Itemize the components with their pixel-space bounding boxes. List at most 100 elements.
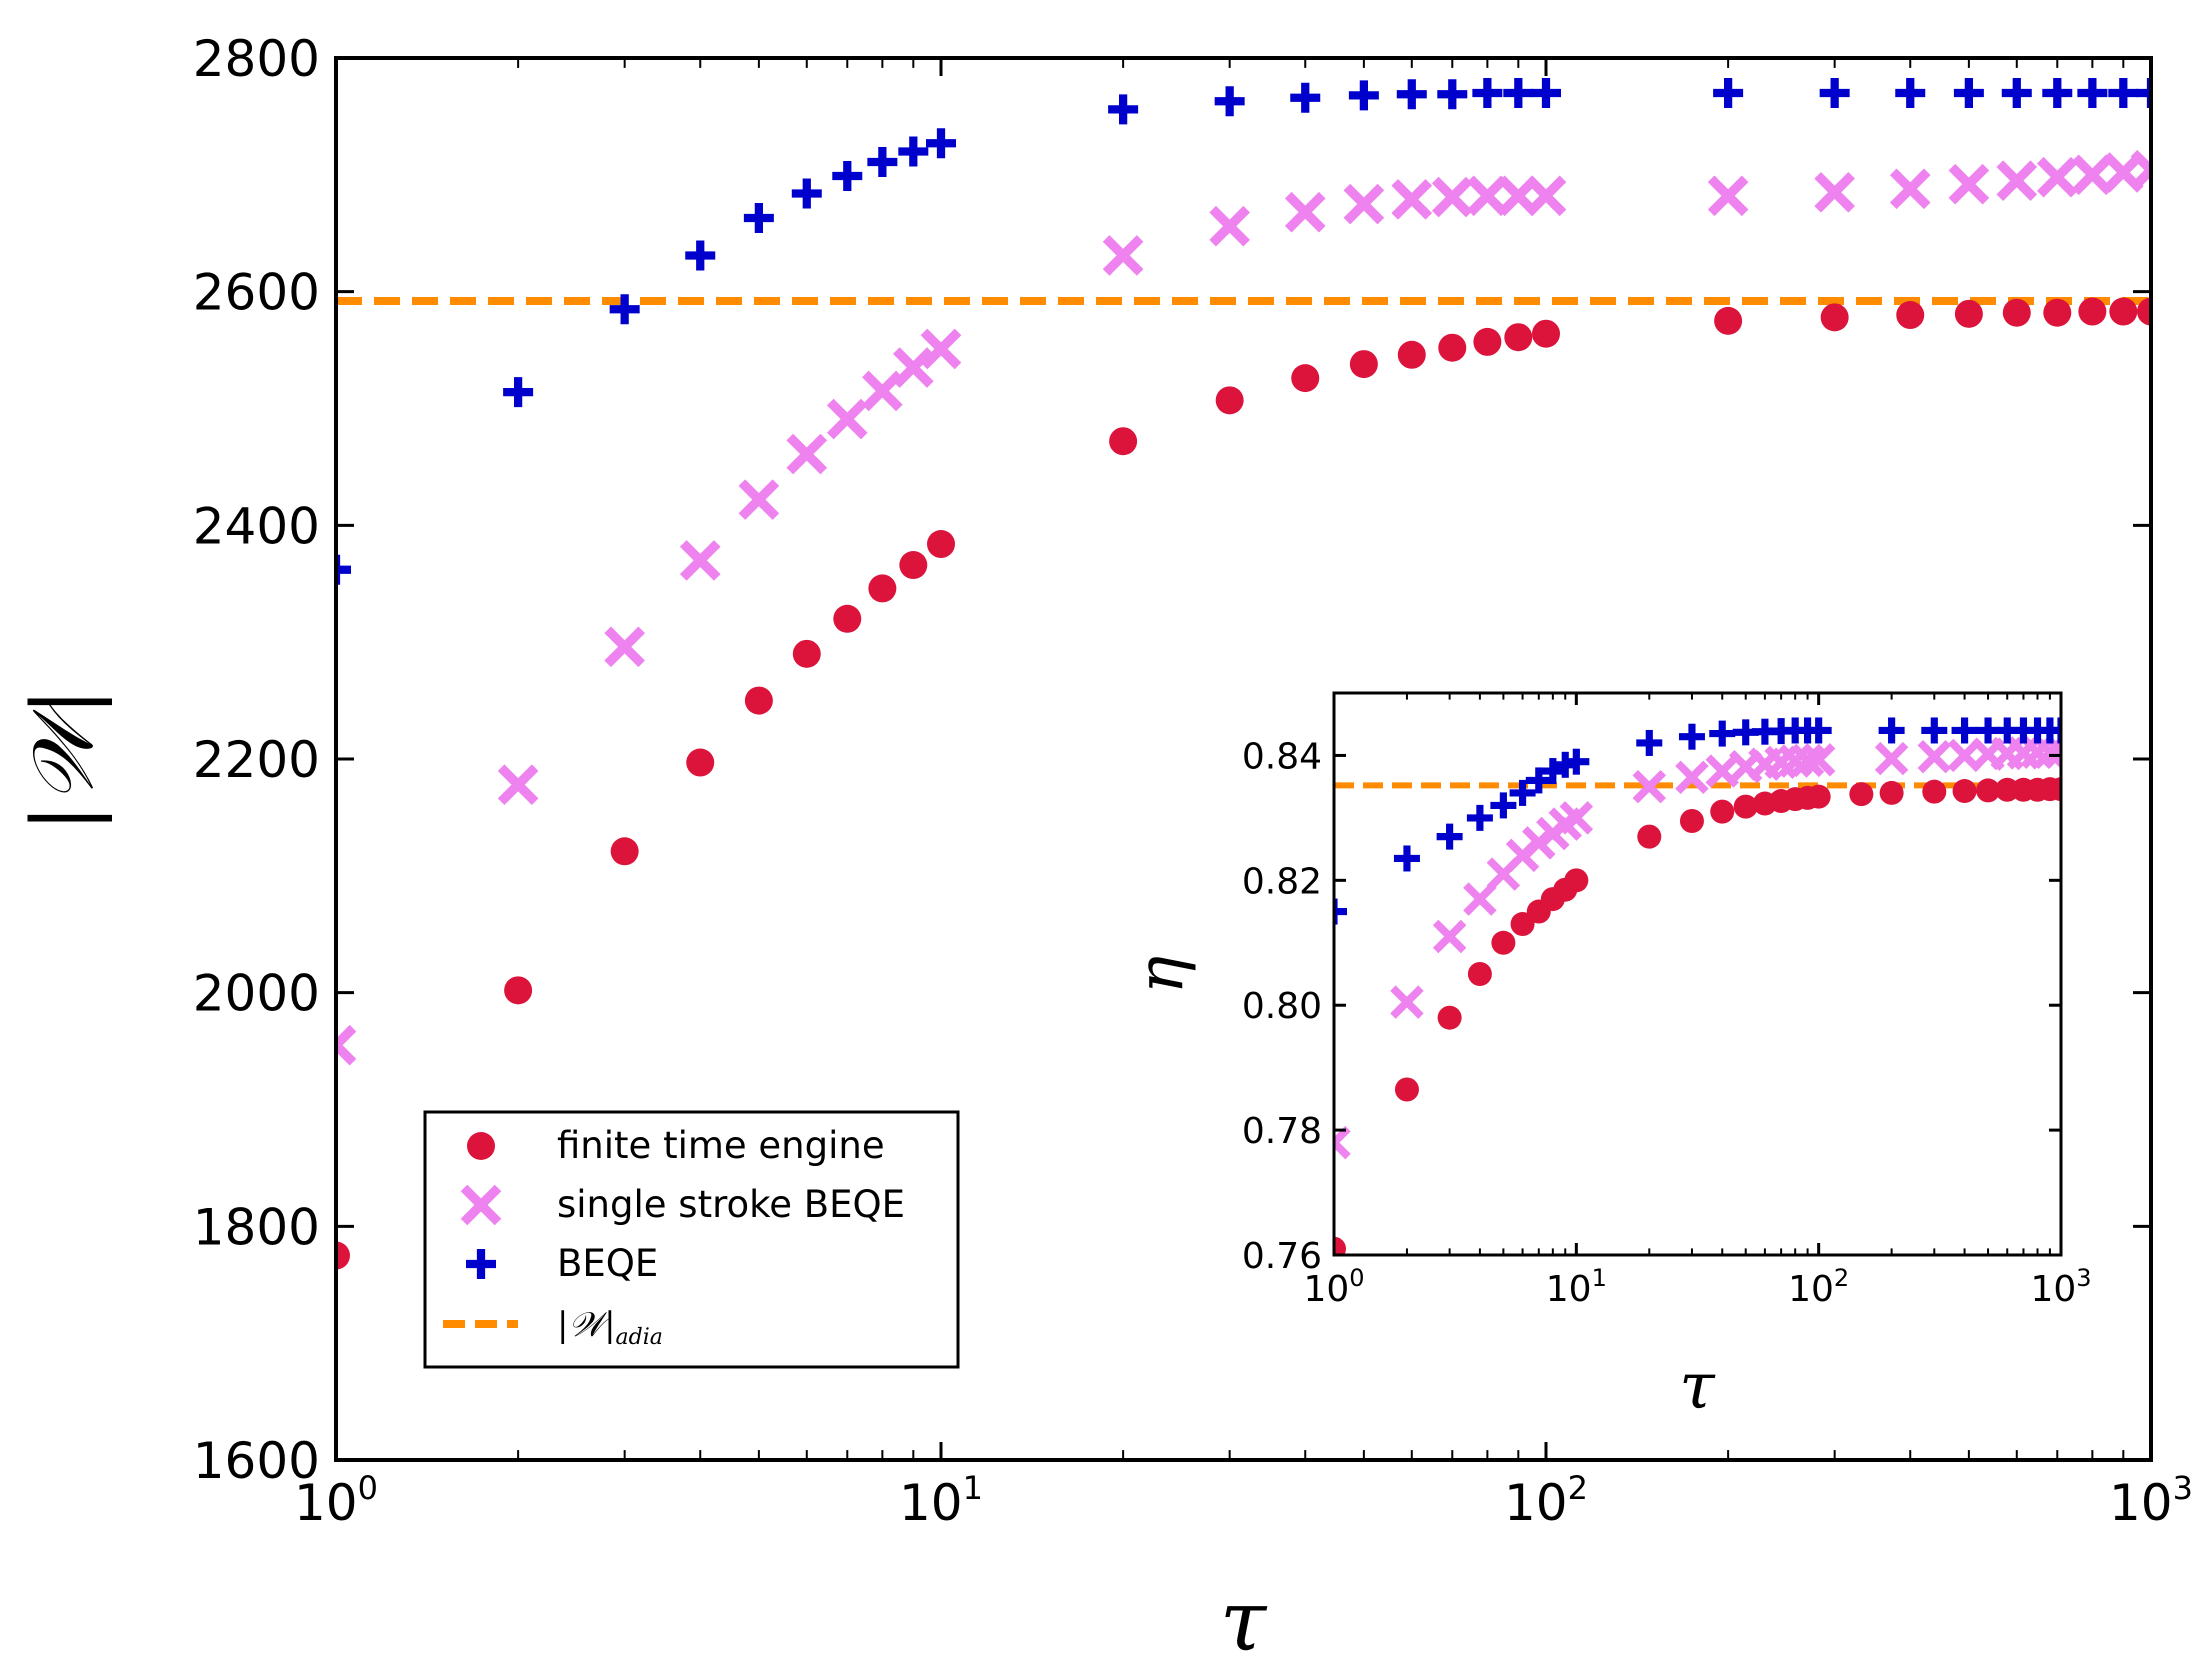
main-point-circle	[2002, 298, 2031, 327]
main-y-tick-label: 2000	[193, 965, 320, 1023]
inset-point-circle	[1564, 868, 1589, 893]
main-point-plus	[2136, 78, 2151, 109]
main-point-circle	[2078, 297, 2107, 326]
main-y-tick-label: 2200	[193, 731, 320, 789]
main-point-plus	[1472, 78, 1503, 109]
main-point-x	[1996, 160, 2038, 201]
inset-y-tick-label: 0.80	[1242, 986, 1322, 1027]
main-point-plus	[1531, 78, 1561, 109]
inset-point-x	[1559, 801, 1594, 835]
main-y-tick-label: 2600	[193, 264, 320, 322]
inset-x-tick-label: 101	[1546, 1264, 1607, 1310]
main-point-plus	[1108, 94, 1139, 125]
legend-marker-plus-glyph	[466, 1249, 496, 1279]
main-x-tick-label: 100	[294, 1469, 378, 1532]
main-point-plus	[1895, 78, 1926, 109]
inset-point-circle	[1394, 1077, 1419, 1102]
main-point-plus	[832, 161, 863, 192]
inset-background	[1334, 693, 2061, 1255]
main-point-circle	[2109, 297, 2138, 326]
main-series-plus	[336, 78, 2151, 585]
legend-marker-x	[460, 1184, 502, 1226]
inset-point-x	[1632, 769, 1667, 804]
main-point-plus	[336, 554, 351, 585]
main-minor-ticks	[517, 58, 2125, 1460]
legend-entry-adia: |𝒲|adia	[443, 1305, 663, 1350]
main-point-plus	[1290, 82, 1321, 113]
main-point-circle	[744, 686, 773, 715]
inset-point-plus	[1334, 898, 1347, 925]
inset-point-plus	[1805, 717, 1832, 744]
legend-entry-finite: finite time engine	[467, 1124, 885, 1167]
main-point-x	[2036, 156, 2078, 198]
main-point-plus	[2001, 78, 2032, 109]
main-y-tick-label: 1600	[193, 1432, 320, 1490]
inset-point-plus	[1490, 792, 1517, 819]
inset-point-x	[1917, 739, 1952, 774]
inset-point-x	[1790, 743, 1825, 778]
inset-point-circle	[1437, 1005, 1462, 1030]
main-point-x	[1431, 176, 1473, 218]
main-point-circle	[1714, 306, 1743, 335]
main-point-plus	[1503, 78, 1534, 109]
inset-point-circle	[1510, 912, 1535, 937]
main-point-circle	[868, 574, 897, 603]
main-point-plus	[1713, 78, 1744, 109]
legend-entry-beqe: BEQE	[466, 1242, 658, 1285]
legend-label-beqe: BEQE	[557, 1242, 658, 1285]
inset-point-circle	[1679, 809, 1704, 834]
main-x-tick-label: 102	[1504, 1469, 1588, 1532]
main-point-circle	[1109, 427, 1138, 456]
main-x-tick-label: 103	[2109, 1469, 2193, 1532]
main-x-tick-label: 101	[899, 1469, 983, 1532]
inset-y-tick-label: 0.82	[1242, 861, 1322, 902]
inset-point-plus	[1709, 720, 1736, 747]
inset-point-plus	[1466, 804, 1493, 831]
main-point-x	[862, 370, 903, 412]
inset-y-tick-label: 0.84	[1242, 736, 1322, 777]
main-point-x	[738, 479, 780, 520]
main-point-x	[1343, 183, 1385, 225]
inset-point-circle	[1733, 794, 1758, 819]
main-point-circle	[1532, 319, 1560, 348]
main-point-x	[1284, 191, 1326, 233]
main-point-x	[1814, 172, 1855, 213]
main-point-x	[2130, 149, 2151, 191]
legend-marker-circle	[467, 1132, 495, 1160]
inset-point-circle	[1922, 779, 1947, 804]
main-point-circle	[2043, 298, 2072, 327]
inset-point-circle	[1879, 780, 1904, 805]
main-point-circle	[686, 748, 715, 777]
main-point-plus	[2077, 78, 2108, 109]
main-point-x	[1391, 179, 1433, 220]
legend-entry-single: single stroke BEQE	[460, 1183, 905, 1226]
main-point-circle	[504, 976, 533, 1005]
inset-y-tick-label: 0.76	[1242, 1236, 1322, 1277]
main-point-circle	[610, 837, 639, 866]
main-point-x	[1889, 168, 1931, 210]
inset-point-x	[1390, 985, 1424, 1019]
main-y-tick-label: 1800	[193, 1198, 320, 1256]
main-point-x	[920, 328, 962, 370]
main-point-circle	[1215, 386, 1244, 415]
main-point-plus	[867, 146, 898, 177]
main-point-plus	[898, 136, 929, 167]
inset-series-circle	[1334, 777, 2061, 1255]
main-point-circle	[1397, 340, 1426, 369]
main-point-circle	[1504, 323, 1533, 352]
main-point-x	[336, 1024, 357, 1066]
inset-point-plus	[1525, 767, 1552, 794]
main-series-x	[336, 149, 2151, 1066]
main-point-circle	[1438, 333, 1467, 362]
main-point-plus	[503, 377, 534, 408]
main-point-circle	[1291, 364, 1320, 393]
inset-point-circle	[1334, 1236, 1346, 1255]
main-point-plus	[1437, 79, 1468, 110]
inset-x-tick-label: 103	[2030, 1264, 2091, 1310]
inset-y-axis-label: η	[1124, 956, 1198, 994]
inset-point-plus	[1436, 823, 1463, 850]
inset-point-circle	[1491, 930, 1516, 955]
inset-series-x	[1334, 734, 2061, 1160]
main-point-circle	[336, 1241, 350, 1270]
main-point-circle	[1954, 299, 1983, 328]
